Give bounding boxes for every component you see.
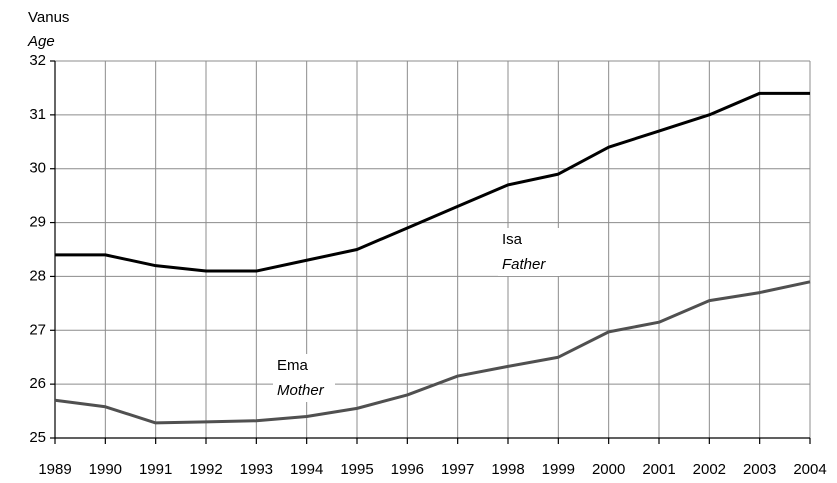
x-tick-label: 1998: [491, 461, 524, 478]
x-tick-label: 1996: [391, 461, 424, 478]
x-tick-label: 1989: [38, 461, 71, 478]
x-tick-label: 1991: [139, 461, 172, 478]
series-label: Ema: [277, 357, 309, 374]
y-tick-label: 30: [29, 160, 46, 177]
series-label-translation: Mother: [277, 382, 325, 399]
y-tick-label: 31: [29, 106, 46, 123]
y-tick-label: 25: [29, 429, 46, 446]
y-tick-label: 26: [29, 375, 46, 392]
series-label-bg: [498, 228, 560, 276]
x-tick-label: 1995: [340, 461, 373, 478]
y-axis-label: Vanus: [28, 9, 69, 26]
x-tick-label: 1997: [441, 461, 474, 478]
y-tick-label: 29: [29, 214, 46, 231]
line-series: [55, 91, 810, 273]
series-label: Isa: [502, 231, 523, 248]
line-series: [54, 280, 811, 425]
x-tick-label: 1999: [542, 461, 575, 478]
x-tick-label: 2000: [592, 461, 625, 478]
x-tick-label: 2003: [743, 461, 776, 478]
series-label-bg: [273, 354, 335, 402]
y-tick-label: 32: [29, 52, 46, 69]
x-tick-label: 2002: [693, 461, 726, 478]
x-tick-label: 2004: [793, 461, 826, 478]
x-tick-label: 1994: [290, 461, 323, 478]
y-tick-label: 27: [29, 321, 46, 338]
x-tick-label: 1992: [189, 461, 222, 478]
series-label-translation: Father: [502, 256, 546, 273]
y-axis-label-translation: Age: [27, 33, 55, 50]
y-tick-label: 28: [29, 267, 46, 284]
x-tick-label: 2001: [642, 461, 675, 478]
x-tick-label: 1990: [89, 461, 122, 478]
x-tick-label: 1993: [240, 461, 273, 478]
